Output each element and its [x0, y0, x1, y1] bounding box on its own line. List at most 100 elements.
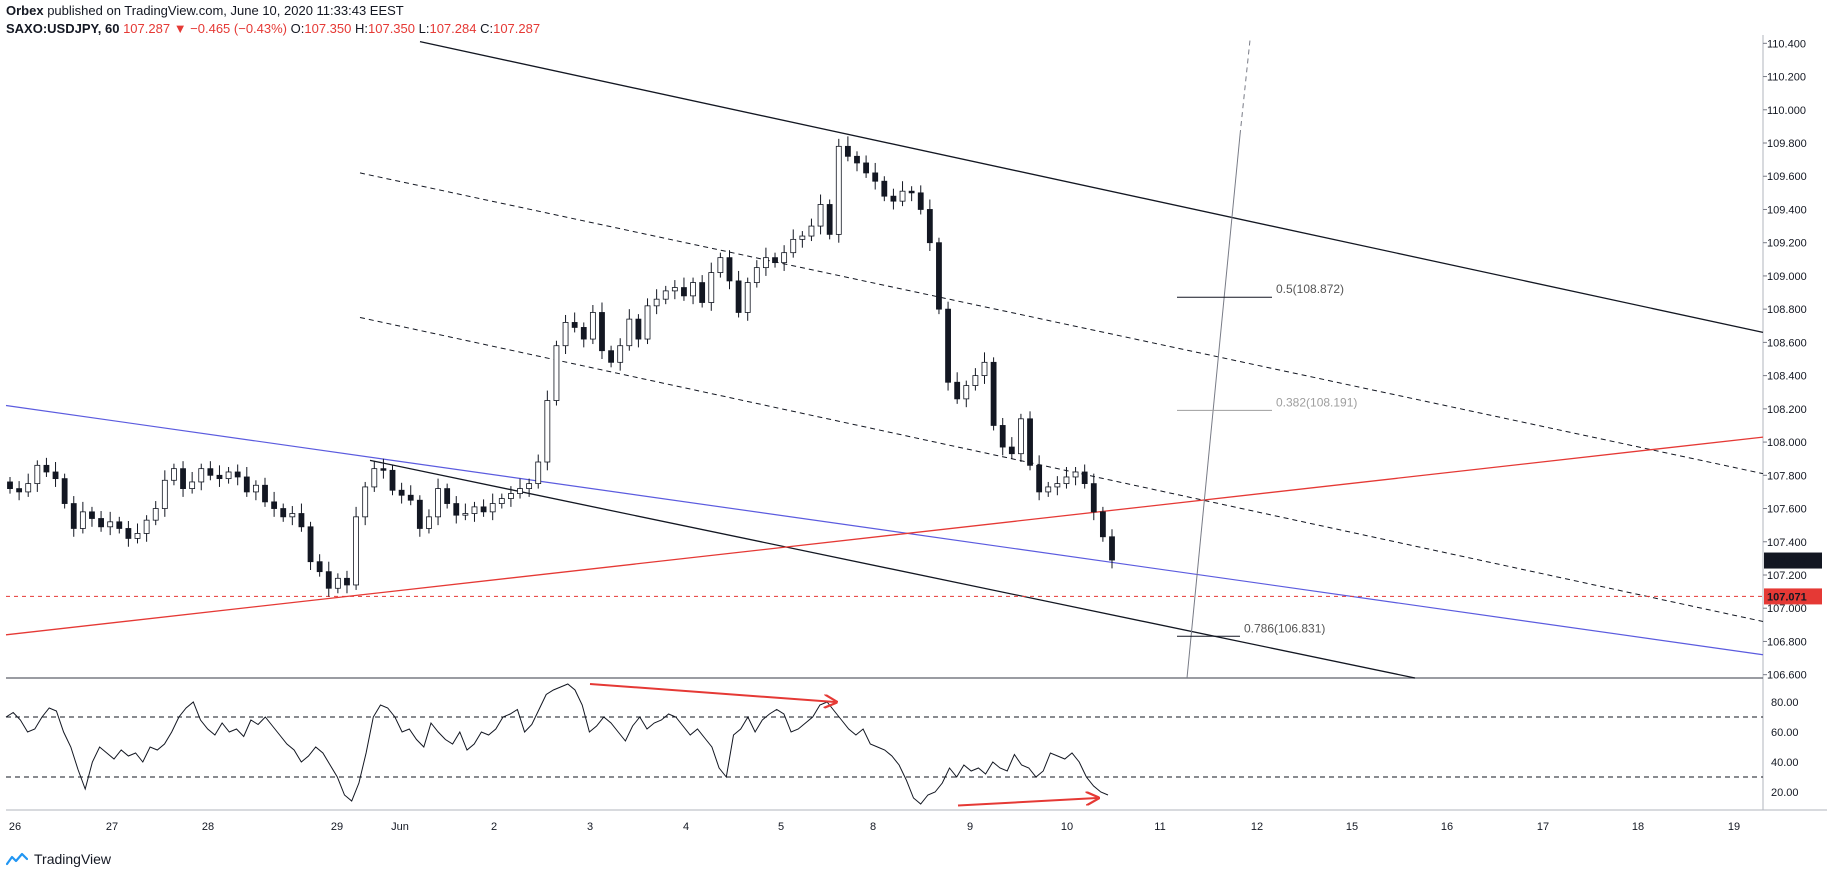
candle-body — [280, 508, 287, 518]
candle-body — [243, 476, 250, 493]
channel-upper-line — [419, 41, 1764, 334]
candle-body — [79, 511, 86, 529]
candle-body — [1027, 418, 1033, 466]
divergence-arrow-top — [589, 683, 835, 702]
publisher-name[interactable]: Orbex — [6, 3, 44, 18]
candle-body — [98, 518, 104, 528]
candle-body — [790, 238, 797, 254]
level-price-tag — [1764, 588, 1822, 605]
candle-body — [234, 471, 241, 478]
symbol-name[interactable]: SAXO:USDJPY, 60 — [6, 21, 120, 36]
time-tick-label: 18 — [1632, 821, 1644, 833]
candle-body — [107, 521, 114, 528]
candle-body — [371, 468, 378, 488]
candle-body — [471, 506, 478, 514]
candle-body — [171, 468, 177, 481]
time-tick-label: 10 — [1061, 821, 1073, 833]
price-axis[interactable]: 110.400 110.200 110.000 109.800 109.600 109.4… — [1763, 38, 1822, 799]
price-tick-label: 107.200 — [1767, 570, 1807, 582]
candle-body — [180, 468, 186, 489]
candle-body — [990, 361, 997, 426]
candle-body — [981, 361, 988, 377]
candle-body — [772, 257, 778, 264]
candle-body — [835, 145, 842, 235]
price-tick-label: 110.000 — [1767, 105, 1806, 117]
candle-body — [1081, 471, 1088, 485]
candle-body — [298, 513, 305, 528]
candle-body — [936, 242, 942, 310]
candle-body — [52, 471, 59, 480]
ohlc-close-value: 107.287 — [493, 21, 541, 36]
candle-body — [43, 464, 50, 473]
ohlc-low-label: L: — [418, 21, 430, 36]
price-tick-label: 109.000 — [1767, 271, 1807, 283]
candle-body — [535, 461, 542, 485]
fibonacci-levels: 0.5(108.872) 0.382(108.191) 0.786(106.831) — [1177, 282, 1357, 637]
time-tick-label: Jun — [391, 821, 409, 833]
time-tick-label: 8 — [870, 821, 876, 833]
candle-body — [653, 298, 660, 307]
time-tick-label: 5 — [778, 821, 784, 833]
candle-body — [7, 481, 13, 489]
ohlc-high-value: 107.350 — [368, 21, 415, 36]
price-change: ▼ −0.465 (−0.43%) — [173, 21, 288, 36]
candle-body — [890, 195, 897, 202]
candle-body — [362, 486, 369, 518]
candle-body — [954, 381, 961, 400]
candle-body — [262, 484, 268, 503]
price-tick-label: 108.600 — [1767, 337, 1807, 349]
divergence-arrow-bottom — [957, 798, 1097, 807]
time-tick-label: 11 — [1154, 821, 1165, 833]
candle-body — [635, 318, 642, 340]
candle-body — [744, 282, 751, 313]
candle-body — [881, 180, 888, 197]
last-price: 107.287 — [123, 21, 171, 36]
candle-body — [353, 516, 359, 586]
candle-body — [61, 478, 68, 504]
time-tick-label: 27 — [106, 821, 118, 833]
price-tick-label: 106.600 — [1767, 670, 1807, 682]
tradingview-brand[interactable]: TradingView — [34, 851, 112, 867]
fib-level-label: 0.5(108.872) — [1276, 282, 1344, 296]
price-tick-label: 108.400 — [1767, 371, 1807, 383]
candle-body — [25, 483, 32, 493]
candle-body — [344, 577, 350, 586]
candle-body — [726, 257, 733, 282]
price-tick-label: 107.400 — [1767, 537, 1807, 549]
ohlc-low-value: 107.284 — [429, 21, 477, 36]
fib-time-line-extension — [1239, 39, 1251, 136]
chart-canvas[interactable]: 0.5(108.872) 0.382(108.191) 0.786(106.831)… — [0, 0, 1828, 850]
candle-body — [799, 235, 806, 240]
candle-body — [16, 488, 23, 493]
candle-body — [380, 468, 387, 471]
candle-body — [325, 571, 332, 589]
candle-body — [644, 305, 651, 340]
price-tick-label: 109.200 — [1767, 238, 1807, 250]
candle-body — [508, 493, 514, 499]
candle-body — [70, 503, 77, 529]
time-tick-label: 12 — [1251, 821, 1263, 833]
symbol-line: SAXO:USDJPY, 60 107.287 ▼ −0.465 (−0.43%… — [6, 20, 540, 38]
candle-body — [526, 483, 533, 489]
candle-body — [453, 503, 460, 516]
candle-body — [125, 528, 132, 539]
time-axis[interactable]: 26 27 28 29 Jun 2 3 4 5 8 9 10 11 12 15 16 17 18 19 — [9, 821, 1740, 833]
time-tick-label: 17 — [1537, 821, 1549, 833]
candle-body — [917, 192, 924, 210]
candle-body — [662, 290, 669, 300]
candle-body — [517, 488, 523, 494]
channel-lower-line — [369, 459, 1416, 679]
candle-body — [252, 484, 259, 493]
candle-body — [817, 204, 824, 227]
candle-body — [1090, 483, 1097, 513]
candle-body — [844, 145, 851, 157]
time-tick-label: 9 — [967, 821, 973, 833]
drawing-tools — [5, 39, 1764, 679]
candle-body — [1054, 483, 1061, 488]
candle-body — [690, 282, 696, 297]
candle-body — [544, 400, 551, 463]
price-tick-label: 109.800 — [1767, 138, 1807, 150]
candle-body — [872, 172, 879, 182]
candle-body — [116, 521, 123, 529]
price-tick-label: 110.200 — [1767, 72, 1806, 84]
